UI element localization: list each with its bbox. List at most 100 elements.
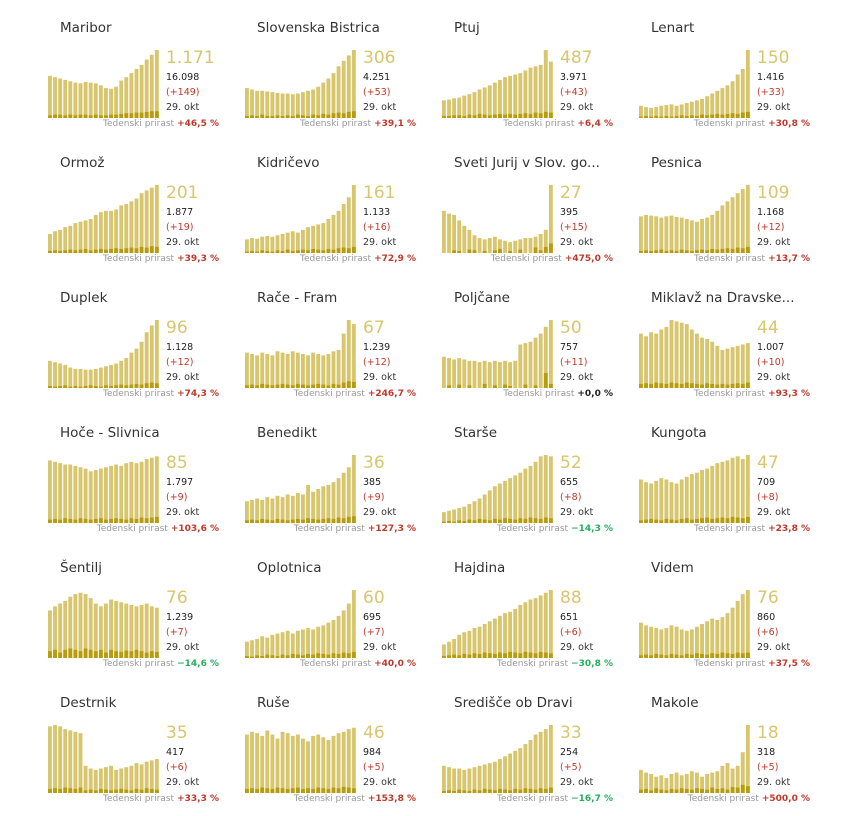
weekly-growth-value: +153,8 % <box>367 794 416 804</box>
new-cases-bar <box>548 653 553 658</box>
new-cases-bar <box>58 114 63 118</box>
active-cases-bar <box>498 239 502 253</box>
new-cases-bar <box>275 250 280 253</box>
active-cases-bar <box>452 359 457 388</box>
active-cases-bar <box>538 64 543 118</box>
active-cases-bar <box>654 776 659 793</box>
new-cases-bar <box>659 249 664 253</box>
trend-bar-chart <box>245 727 356 793</box>
active-cases-bar <box>255 638 260 658</box>
new-cases-bar <box>715 384 720 388</box>
active-cases-bar <box>104 767 108 793</box>
new-cases-bar <box>144 111 149 118</box>
active-cases-bar <box>705 621 710 658</box>
total-cases-value: 1.416 <box>757 72 785 83</box>
active-cases-bar <box>730 197 735 253</box>
active-cases-bar <box>492 486 497 523</box>
new-cases-bar <box>679 788 684 793</box>
new-cases-bar <box>341 113 346 118</box>
active-cases-bar <box>265 354 270 388</box>
new-cases-bar <box>341 382 346 388</box>
new-cases-bar <box>674 115 679 118</box>
date-label: 29. okt <box>166 507 200 518</box>
total-cases-value: 1.133 <box>363 207 391 218</box>
new-cases-bar <box>68 386 73 388</box>
new-cases-bar <box>452 521 457 523</box>
new-cases-bar <box>740 112 745 118</box>
new-cases-bar <box>88 385 93 388</box>
new-cases-bar <box>124 385 129 388</box>
new-cases-bar <box>649 790 654 793</box>
active-cases-bar <box>326 622 331 658</box>
new-cases-bar <box>649 116 654 118</box>
new-cases-bar <box>508 651 513 658</box>
active-cases-bar <box>508 611 513 658</box>
active-cases-bar <box>68 367 73 388</box>
active-cases-bar <box>58 726 63 793</box>
active-cases-bar <box>452 98 457 118</box>
active-cases-bar <box>725 201 730 253</box>
new-cases-bar <box>301 788 305 793</box>
new-cases-bar <box>740 784 745 793</box>
active-cases-bar <box>538 233 543 253</box>
new-cases-bar <box>270 520 275 523</box>
active-cases-bar <box>290 633 295 658</box>
active-cases-bar <box>710 214 715 253</box>
new-cases-bar <box>664 250 669 253</box>
active-cases-bar <box>109 88 113 118</box>
total-cases-value: 16.098 <box>166 72 200 83</box>
new-cases-bar <box>290 250 295 253</box>
new-cases-bar <box>306 385 310 388</box>
municipality-card: Poljčane 50 757 (+11) 29. okt Tedenski priras… <box>442 280 622 405</box>
trend-bar-chart <box>639 455 750 523</box>
weekly-growth-value: +37,5 % <box>768 659 810 669</box>
total-cases-value: 651 <box>560 612 579 623</box>
weekly-growth-value: +46,5 % <box>177 119 219 129</box>
active-cases-bar <box>518 748 523 793</box>
active-cases-bar <box>705 773 710 793</box>
new-cases-bar <box>124 519 129 523</box>
new-cases-bar <box>482 519 487 523</box>
new-cases-bar <box>295 250 300 253</box>
weekly-growth-label: Tedenski prirast <box>497 524 569 534</box>
active-cases-bar <box>63 729 68 793</box>
active-cases-bar <box>735 193 740 253</box>
municipality-title: Kidričevo <box>257 155 320 171</box>
new-cases-bar <box>149 517 154 523</box>
municipality-title: Oplotnica <box>257 560 322 576</box>
active-cases-bar <box>498 615 502 658</box>
new-cases-bar <box>513 114 518 118</box>
new-cases-bar <box>63 649 68 658</box>
new-cases-bar <box>285 788 290 793</box>
active-cases-bar <box>669 625 674 658</box>
active-cases-bar <box>129 201 134 253</box>
active-cases-bar <box>513 475 518 523</box>
active-cases-bar <box>250 354 254 388</box>
active-cases-bar <box>457 358 462 388</box>
active-cases-value: 52 <box>560 453 582 473</box>
new-cases-bar <box>88 519 93 523</box>
active-cases-bar <box>255 238 260 253</box>
new-cases-bar <box>695 653 699 658</box>
new-cases-bar <box>63 385 68 388</box>
active-cases-bar <box>311 352 316 388</box>
new-cases-bar <box>290 385 295 388</box>
new-cases-bar <box>109 649 113 658</box>
total-cases-value: 385 <box>363 477 382 488</box>
active-cases-bar <box>73 465 78 523</box>
new-cases-bar <box>700 114 704 118</box>
new-cases-bar <box>498 113 502 118</box>
trend-bar-chart <box>48 592 159 658</box>
active-cases-bar <box>245 641 249 658</box>
active-cases-bar <box>114 86 119 118</box>
new-cases-bar <box>740 383 745 388</box>
active-cases-bar <box>467 94 472 118</box>
active-cases-bar <box>68 81 73 118</box>
active-cases-bar <box>523 602 528 658</box>
new-cases-bar <box>73 115 78 118</box>
new-cases-bar <box>285 249 290 253</box>
active-cases-bar <box>93 83 98 118</box>
trend-bar-chart <box>442 455 553 523</box>
new-cases-bar <box>679 383 684 388</box>
new-cases-bar <box>695 115 699 118</box>
